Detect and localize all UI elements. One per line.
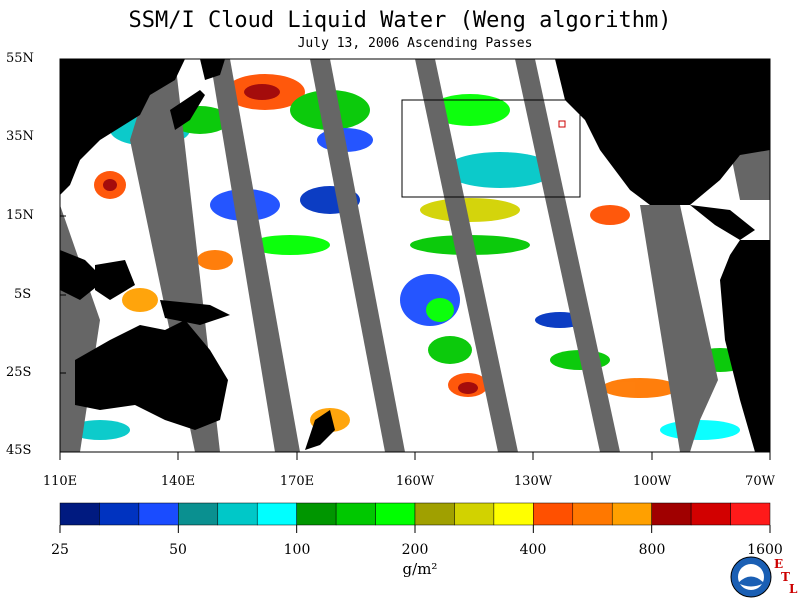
colorbar-cell	[651, 502, 692, 526]
southeast-asia-landmass	[60, 250, 105, 300]
australia-landmass	[75, 320, 228, 430]
lon-label-110e: 110E	[42, 474, 78, 489]
colorbar-cell	[59, 502, 100, 526]
etl-letter-l: L	[789, 582, 798, 596]
colorbar-cell	[178, 502, 219, 526]
colorbar-label-200: 200	[401, 542, 429, 558]
colorbar-cell	[533, 502, 574, 526]
colorbar-cell	[730, 502, 771, 526]
lat-label-35n: 35N	[6, 129, 34, 144]
colorbar-unit: g/m²	[402, 560, 438, 578]
cloud-field	[70, 74, 750, 440]
colorbar-cell	[138, 502, 179, 526]
asia-landmass	[60, 59, 185, 195]
colorbar-cell	[611, 502, 652, 526]
lon-label-170e: 170E	[279, 474, 315, 489]
lon-label-140e: 140E	[160, 474, 196, 489]
colorbar-label-100: 100	[283, 542, 311, 558]
map-panel	[59, 58, 771, 453]
lon-label-160w: 160W	[395, 474, 435, 489]
borneo-landmass	[95, 260, 135, 300]
axis-ticks	[59, 58, 771, 460]
colorbar-label-1600: 1600	[747, 542, 783, 558]
kamchatka-landmass	[200, 59, 225, 80]
lon-label-70w: 70W	[745, 474, 775, 489]
central-america-landmass	[690, 205, 755, 240]
colorbar-label-50: 50	[169, 542, 187, 558]
etl-letter-t: T	[781, 570, 790, 584]
chart-subtitle: July 13, 2006 Ascending Passes	[297, 36, 533, 51]
marker-box	[558, 120, 566, 128]
japan-landmass	[170, 90, 205, 130]
colorbar-label-800: 800	[638, 542, 666, 558]
lat-label-45s: 45S	[6, 443, 32, 458]
colorbar-cell	[493, 502, 534, 526]
north-america-landmass	[555, 59, 770, 205]
colorbar-cell	[99, 502, 140, 526]
colorbar-cell	[375, 502, 416, 526]
colorbar-cell	[690, 502, 731, 526]
lat-label-5s: 5S	[14, 287, 32, 302]
new-guinea-landmass	[160, 300, 230, 325]
colorbar	[59, 502, 771, 533]
colorbar-cell	[256, 502, 297, 526]
etl-letter-e: E	[774, 557, 784, 571]
colorbar-cell	[572, 502, 613, 526]
land-masses	[60, 59, 770, 452]
colorbar-label-25: 25	[51, 542, 69, 558]
lat-label-15n: 15N	[6, 208, 34, 223]
colorbar-cell	[414, 502, 455, 526]
colorbar-cell	[454, 502, 495, 526]
colorbar-cell	[217, 502, 258, 526]
new-zealand-landmass	[305, 410, 335, 450]
noaa-logo	[730, 556, 772, 598]
chart-title: SSM/I Cloud Liquid Water (Weng algorithm…	[128, 8, 672, 33]
lat-label-25s: 25S	[6, 365, 32, 380]
colorbar-cell	[335, 502, 376, 526]
region-box	[401, 99, 581, 198]
lon-label-100w: 100W	[632, 474, 672, 489]
south-america-landmass	[720, 240, 770, 452]
colorbar-label-400: 400	[519, 542, 547, 558]
colorbar-cell	[296, 502, 337, 526]
lon-label-130w: 130W	[513, 474, 553, 489]
lat-label-55n: 55N	[6, 51, 34, 66]
